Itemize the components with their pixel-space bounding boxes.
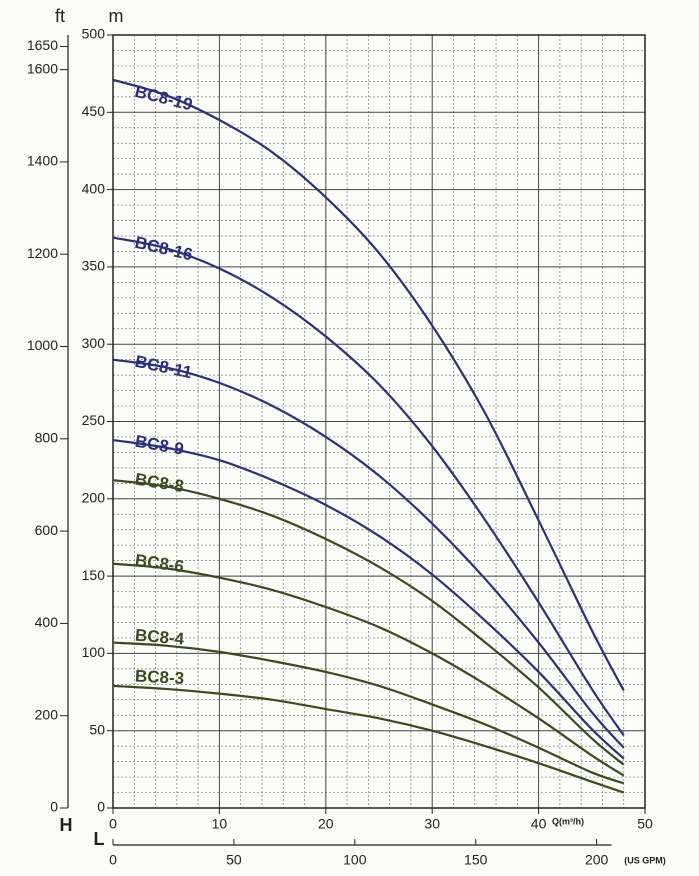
y2-tick-label: 800 xyxy=(35,430,59,446)
y-tick-label: 150 xyxy=(82,567,106,583)
x-tick-label: 40 xyxy=(531,816,547,832)
x2-tick-label: 50 xyxy=(226,852,242,868)
y2-tick-label: 1000 xyxy=(27,337,58,353)
y2-tick-label: 1600 xyxy=(27,60,58,76)
curve-label: BC8-4 xyxy=(134,626,185,649)
x-tick-label: 10 xyxy=(212,816,228,832)
y-tick-label: 0 xyxy=(97,799,105,815)
pump-curve xyxy=(112,438,625,760)
y-tick-label: 450 xyxy=(82,103,106,119)
curve-label: BC8-3 xyxy=(135,666,185,688)
y-tick-label: 100 xyxy=(82,644,106,660)
l-label: L xyxy=(94,829,105,849)
y-tick-label: 250 xyxy=(82,412,106,428)
y2-tick-label: 600 xyxy=(35,522,59,538)
y2-tick-label: 1200 xyxy=(27,245,58,261)
pump-curve xyxy=(112,641,625,785)
pump-curve xyxy=(112,562,625,777)
curve-label: BC8-19 xyxy=(133,82,194,115)
x-axis-label: Q(m³/h) xyxy=(552,816,584,826)
x-tick-label: 50 xyxy=(637,816,653,832)
y-tick-label: 300 xyxy=(82,335,106,351)
pump-curve xyxy=(112,479,625,766)
y2-tick-label: 1650 xyxy=(27,37,58,53)
curve-label: BC8-9 xyxy=(134,432,186,459)
pump-curve xyxy=(112,358,625,749)
plot-frame xyxy=(112,34,646,809)
curve-label: BC8-11 xyxy=(133,352,193,383)
pump-curve xyxy=(112,78,625,692)
x2-tick-label: 150 xyxy=(464,852,488,868)
y-tick-label: 400 xyxy=(82,180,106,196)
y2-axis-label: ft xyxy=(55,6,65,26)
x2-axis-label: (US GPM) xyxy=(624,855,666,865)
pump-curve xyxy=(112,684,625,794)
curve-label: BC8-6 xyxy=(134,551,185,577)
pump-curve xyxy=(112,236,625,736)
y-tick-label: 350 xyxy=(82,258,106,274)
y2-tick-label: 1400 xyxy=(27,153,58,169)
curve-label: BC8-16 xyxy=(133,233,194,265)
x-tick-label: 30 xyxy=(424,816,440,832)
x-tick-label: 20 xyxy=(318,816,334,832)
x-tick-label: 0 xyxy=(109,816,117,832)
y-tick-label: 500 xyxy=(82,26,106,42)
x2-tick-label: 0 xyxy=(109,852,117,868)
x2-tick-label: 200 xyxy=(585,852,609,868)
h-label: H xyxy=(60,815,73,835)
x2-tick-label: 100 xyxy=(343,852,367,868)
y2-tick-label: 400 xyxy=(35,614,59,630)
y2-tick-label: 200 xyxy=(35,706,59,722)
y-axis-label: m xyxy=(109,6,124,26)
y-tick-label: 200 xyxy=(82,490,106,506)
y2-tick-label: 0 xyxy=(50,799,58,815)
y-tick-label: 50 xyxy=(89,721,105,737)
curve-label: BC8-8 xyxy=(134,470,185,496)
